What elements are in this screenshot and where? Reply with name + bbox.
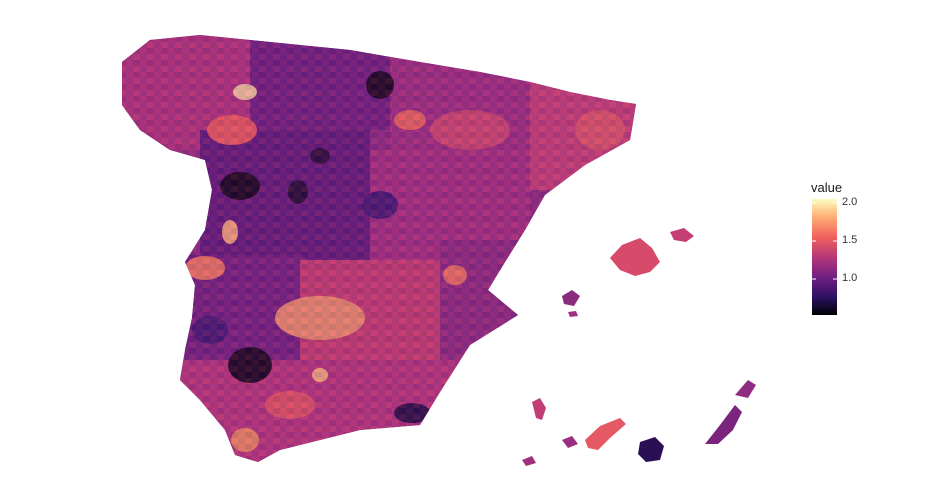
island-gran-canaria [638,437,664,462]
balearic-islands [562,228,694,317]
island-la-gomera [562,436,578,448]
legend-title: value [811,180,843,195]
island-tenerife [585,418,626,450]
island-ibiza [562,290,580,306]
island-el-hierro [522,456,536,466]
canary-islands [522,380,756,466]
legend-tick-1-5: 1.5 [842,234,858,246]
peninsula [122,35,636,462]
municipal-texture [122,35,636,462]
island-menorca [670,228,694,242]
island-lanzarote [735,380,756,398]
island-mallorca [610,238,660,276]
legend-tick-1-0: 1.0 [842,272,858,284]
legend-ticks [812,202,837,280]
legend-tick-2-0: 2.0 [842,196,858,208]
legend-colorbar [812,199,837,315]
island-formentera [568,311,578,317]
island-fuerteventura [705,405,742,444]
island-la-palma [532,398,546,420]
